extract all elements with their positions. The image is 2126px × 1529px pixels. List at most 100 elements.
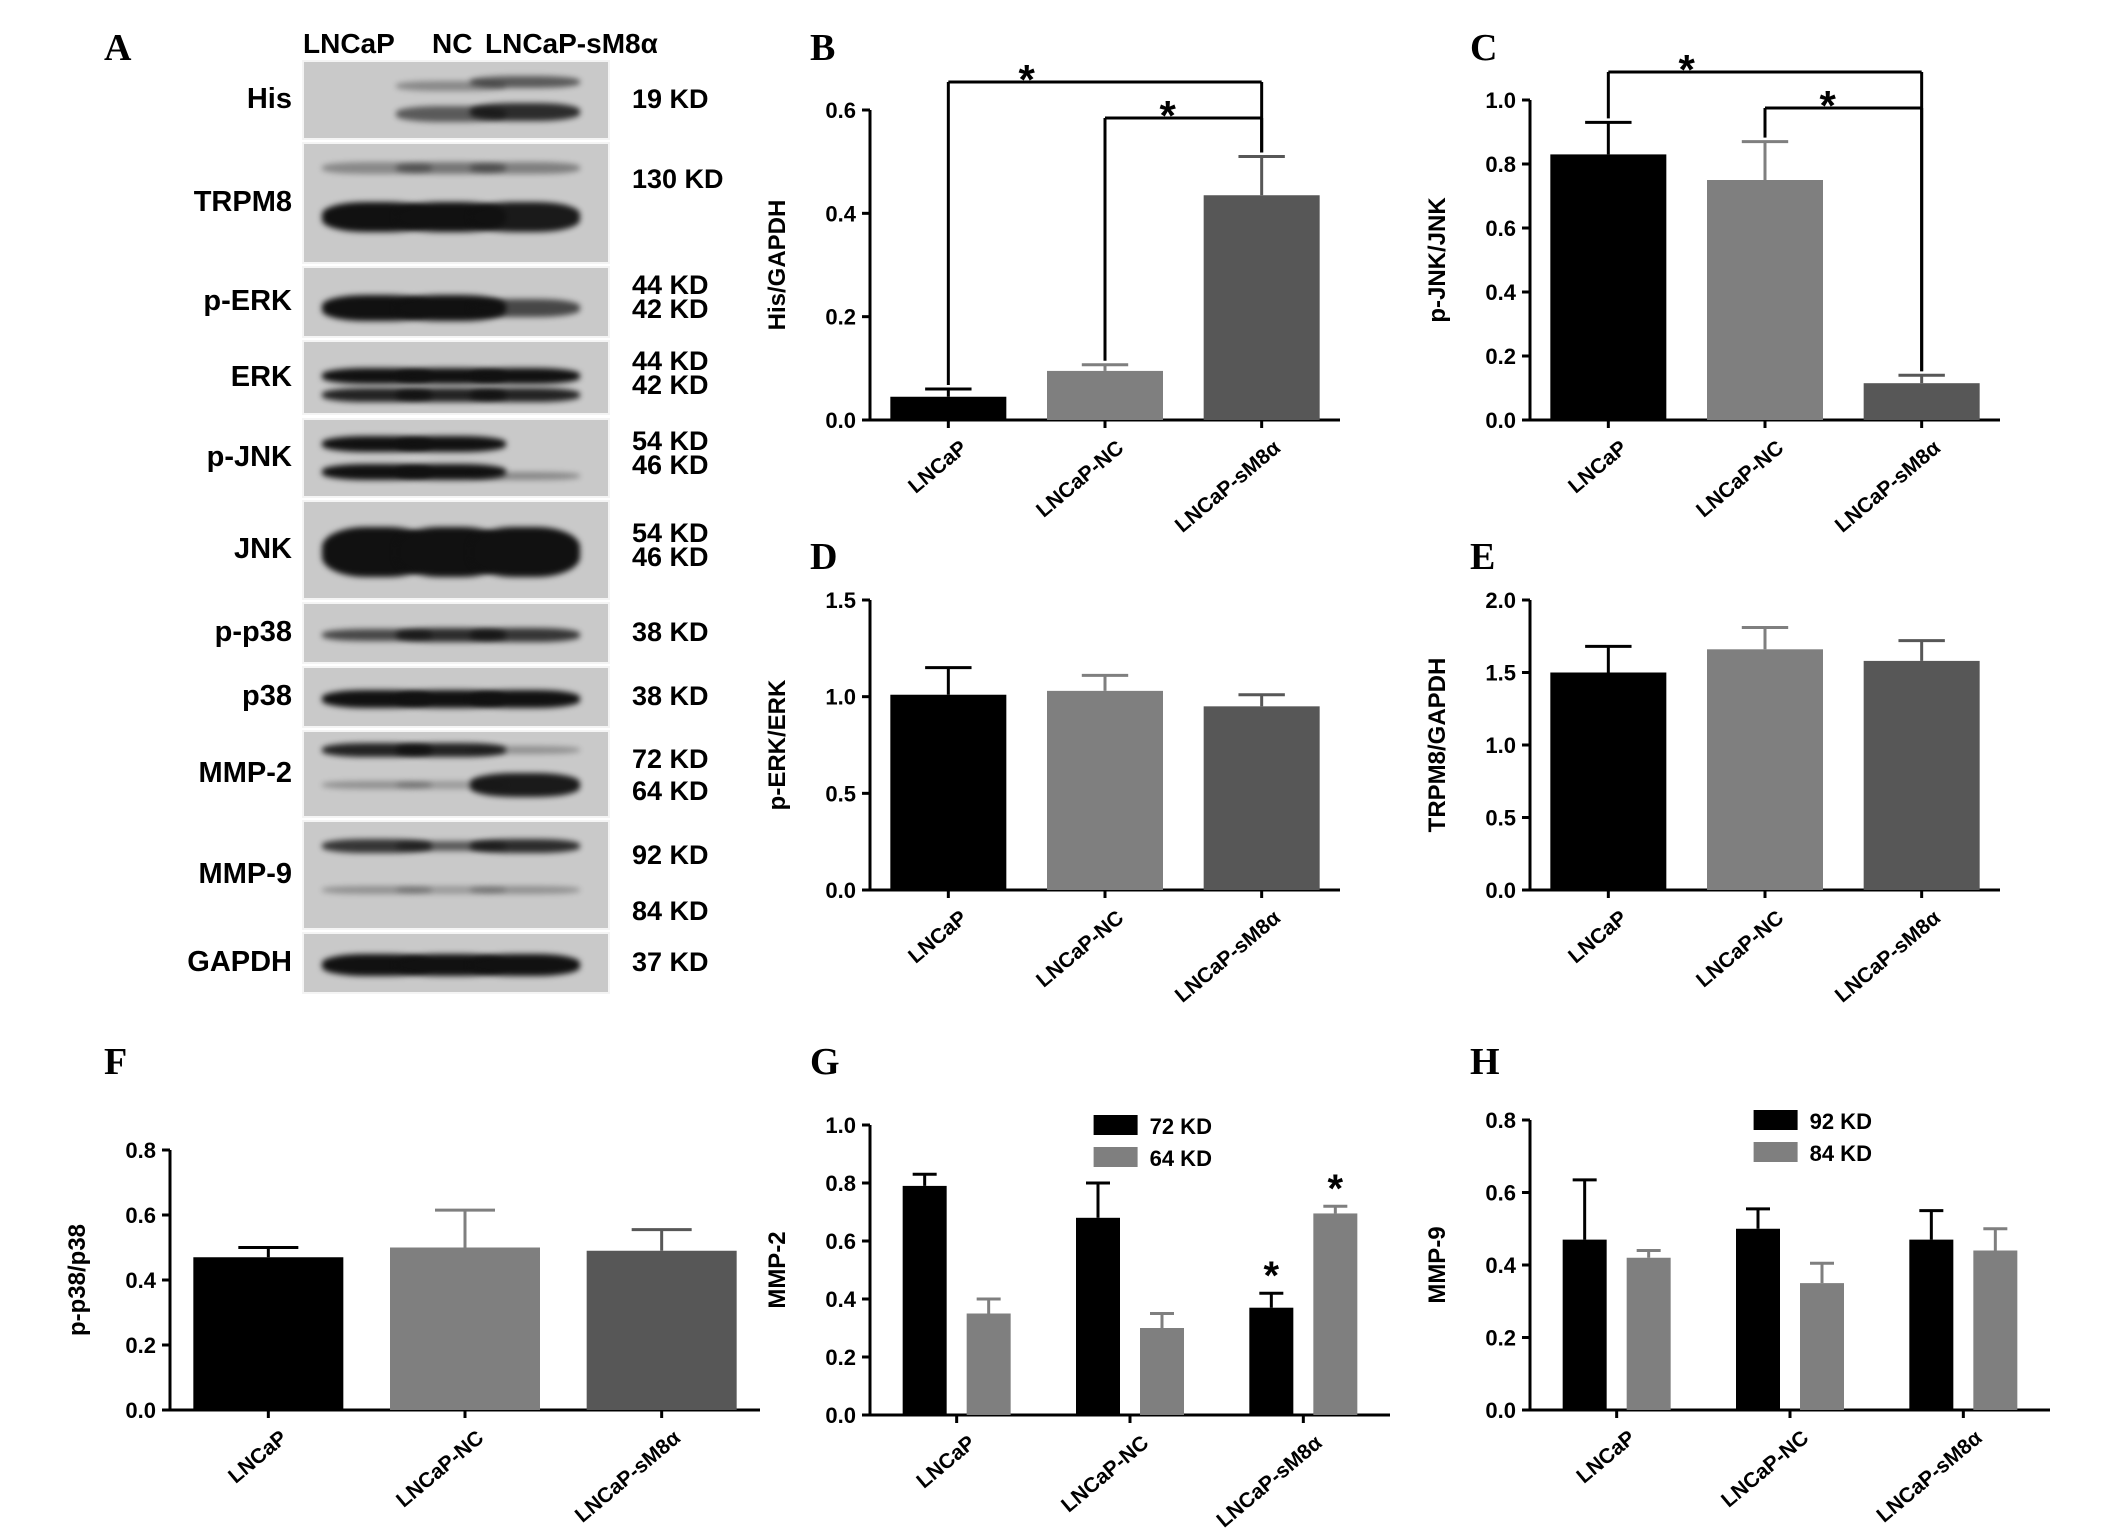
bar — [1203, 195, 1320, 420]
blot-header-lncap: LNCaP — [303, 28, 395, 59]
y-tick-label: 0.8 — [125, 1138, 156, 1163]
panel-letter-c: C — [1470, 27, 1498, 69]
blot-band — [470, 202, 580, 233]
y-tick-label: 0.2 — [825, 1345, 856, 1370]
significance-star: * — [1159, 92, 1176, 139]
blot-strip — [302, 602, 610, 664]
y-tick-label: 0.6 — [125, 1203, 156, 1228]
x-tick-label: LNCaP — [904, 436, 972, 498]
y-tick-label: 1.5 — [825, 588, 856, 613]
y-tick-label: 0.0 — [1485, 408, 1516, 433]
blot-row-label: JNK — [233, 533, 292, 565]
chart-g-mmp2: 0.0 0.2 0.4 0.6 0.8 1.0 MMP-2 LNCaP LNCaP-NC LNCa… — [764, 1113, 1390, 1529]
blot-band — [322, 886, 432, 895]
legend-label: 84 KD — [1810, 1141, 1872, 1166]
x-tick-label: LNCaP — [904, 906, 972, 968]
blot-kd-label: 46 KD — [632, 542, 709, 572]
bar — [1047, 370, 1163, 420]
x-tick-label: LNCaP-NC — [1692, 906, 1788, 992]
panel-letter-h: H — [1470, 1041, 1500, 1083]
x-tick-label: LNCaP-sM8α — [1171, 436, 1285, 537]
blot-strip — [302, 820, 610, 930]
bar — [1313, 1213, 1358, 1415]
blot-band — [396, 780, 506, 789]
blot-band — [396, 162, 506, 175]
blot-row-label: p-ERK — [203, 285, 292, 317]
x-tick-label: LNCaP-sM8α — [1831, 436, 1945, 537]
blot-band — [470, 527, 580, 577]
y-tick-label: 0.5 — [825, 781, 856, 806]
blot-band — [322, 780, 432, 789]
x-tick-label: LNCaP-NC — [1717, 1426, 1813, 1512]
y-tick-label: 1.5 — [1485, 661, 1516, 686]
bar — [1707, 649, 1823, 890]
blot-kd-label: 64 KD — [632, 776, 709, 806]
bar — [390, 1247, 540, 1410]
blot-band — [396, 841, 506, 852]
blot-row-label: TRPM8 — [193, 186, 292, 218]
y-tick-label: 0.2 — [125, 1333, 156, 1358]
legend-label: 92 KD — [1810, 1109, 1872, 1134]
bar — [1626, 1257, 1671, 1410]
bar — [1909, 1239, 1954, 1410]
blot-band — [396, 742, 506, 757]
bar — [1047, 690, 1163, 890]
chart-e-trpm8-gapdh: 0.0 0.5 1.0 1.5 2.0 TRPM8/GAPDH LNCaP LNCaP-NC L… — [1424, 588, 2000, 1007]
x-tick-label: LNCaP — [1564, 436, 1632, 498]
y-tick-label: 0.8 — [1485, 1108, 1516, 1133]
blot-band — [470, 628, 580, 642]
blot-band — [396, 464, 506, 480]
bar — [966, 1313, 1011, 1415]
significance-star: * — [1264, 1254, 1280, 1298]
y-axis-label: p-p38/p38 — [64, 1224, 91, 1336]
x-tick-label: LNCaP-NC — [1057, 1431, 1153, 1517]
y-tick-label: 0.2 — [1485, 1326, 1516, 1351]
y-tick-label: 0.4 — [825, 1287, 856, 1312]
x-tick-label: LNCaP-sM8α — [1212, 1431, 1326, 1529]
blot-row-label: p38 — [242, 680, 292, 712]
blot-band — [470, 472, 580, 480]
blot-row-label: GAPDH — [187, 946, 292, 978]
y-tick-label: 1.0 — [825, 685, 856, 710]
blot-band — [470, 886, 580, 895]
bar — [1800, 1283, 1844, 1410]
x-tick-label: LNCaP-sM8α — [1831, 906, 1945, 1007]
y-axis-label: MMP-2 — [764, 1231, 791, 1308]
blot-band — [470, 76, 580, 88]
bar — [1140, 1328, 1184, 1415]
y-tick-label: 0.0 — [825, 408, 856, 433]
blot-strip — [302, 142, 610, 264]
bar — [1736, 1228, 1780, 1410]
y-tick-label: 0.2 — [1485, 344, 1516, 369]
blot-kd-label: 44 KD — [632, 270, 709, 300]
bar — [902, 1185, 947, 1415]
x-tick-label: LNCaP — [912, 1431, 980, 1493]
blot-row-label: His — [246, 83, 292, 115]
blot-kd-label: 38 KD — [632, 617, 709, 647]
bar — [1203, 706, 1320, 890]
panel-letter-f: F — [104, 1041, 128, 1083]
blot-kd-label: 42 KD — [632, 369, 709, 400]
y-tick-label: 0.4 — [1485, 1253, 1516, 1278]
blot-kd-label: 46 KD — [632, 450, 709, 480]
x-tick-label: LNCaP — [1564, 906, 1632, 968]
blot-band — [396, 436, 506, 452]
y-tick-label: 0.4 — [125, 1268, 156, 1293]
blot-strip — [302, 266, 610, 338]
blot-kd-label: 130 KD — [632, 164, 724, 194]
blot-band — [470, 745, 580, 754]
blot-band — [470, 162, 580, 175]
y-axis-label: TRPM8/GAPDH — [1424, 658, 1451, 833]
blot-row-label: MMP-9 — [198, 858, 292, 890]
y-tick-label: 0.0 — [1485, 1398, 1516, 1423]
bar — [1076, 1217, 1120, 1415]
y-tick-label: 0.0 — [1485, 878, 1516, 903]
x-tick-label: LNCaP-NC — [1032, 436, 1128, 522]
blot-band — [470, 367, 580, 384]
blot-strip — [302, 60, 610, 140]
y-tick-label: 0.0 — [825, 878, 856, 903]
chart-h-mmp9: 0.0 0.2 0.4 0.6 0.8 MMP-9 LNCaP LNCaP-NC LNCaP-s… — [1424, 1108, 2050, 1527]
y-tick-label: 0.5 — [1485, 806, 1516, 831]
legend-swatch — [1093, 1115, 1138, 1135]
y-axis-label: MMP-9 — [1424, 1226, 1451, 1303]
